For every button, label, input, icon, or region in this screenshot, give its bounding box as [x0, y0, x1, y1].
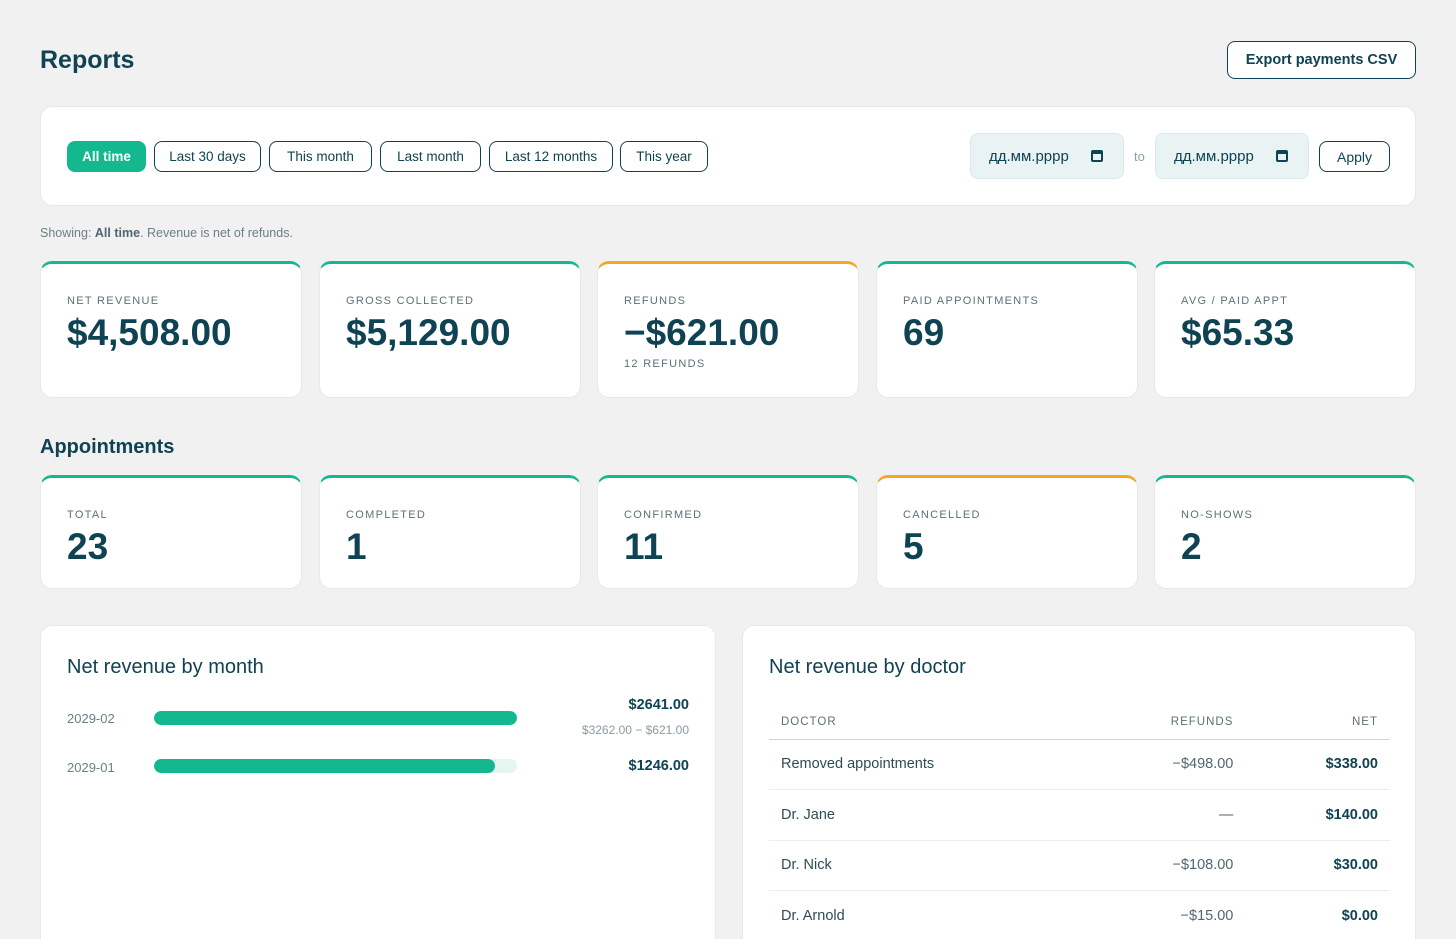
showing-note: Showing: All time. Revenue is net of ref…	[40, 226, 293, 240]
showing-suffix: . Revenue is net of refunds.	[140, 226, 293, 240]
chip-all-time[interactable]: All time	[67, 141, 146, 172]
doctor-name: Dr. Jane	[769, 789, 1082, 841]
kpi-subtext: 12 REFUNDS	[624, 358, 706, 370]
month-bar-track	[154, 759, 517, 773]
doctor-net: $140.00	[1245, 789, 1390, 841]
panel-title: Net revenue by month	[67, 656, 264, 678]
export-payments-button[interactable]: Export payments CSV	[1227, 41, 1416, 79]
kpi-value: −$621.00	[624, 312, 780, 353]
kpi-label: GROSS COLLECTED	[346, 295, 475, 307]
kpi-card-net-revenue: NET REVENUE $4,508.00	[40, 261, 302, 398]
table-row: Dr. Arnold −$15.00 $0.00	[769, 890, 1390, 939]
calendar-icon[interactable]	[1091, 150, 1103, 162]
revenue-by-month-panel: Net revenue by month 2029-02 $2641.00 $3…	[40, 625, 716, 939]
chip-this-month[interactable]: This month	[269, 141, 372, 172]
chip-last-12-months[interactable]: Last 12 months	[489, 141, 613, 172]
kpi-label: AVG / PAID APPT	[1181, 295, 1289, 307]
doctor-name: Dr. Nick	[769, 840, 1082, 891]
doctor-name: Dr. Arnold	[769, 890, 1082, 939]
appt-label: COMPLETED	[346, 509, 427, 521]
doctor-name: Removed appointments	[769, 739, 1082, 790]
page-title: Reports	[40, 46, 135, 74]
appt-card-no-shows: NO-SHOWS 2	[1154, 475, 1416, 589]
kpi-label: PAID APPOINTMENTS	[903, 295, 1040, 307]
showing-prefix: Showing:	[40, 226, 95, 240]
date-to-separator: to	[1134, 149, 1145, 164]
table-row: Removed appointments −$498.00 $338.00	[769, 739, 1390, 790]
kpi-label: NET REVENUE	[67, 295, 160, 307]
appt-value: 2	[1181, 526, 1202, 567]
doctor-table: DOCTOR REFUNDS NET Removed appointments …	[769, 706, 1390, 939]
appt-label: CONFIRMED	[624, 509, 703, 521]
kpi-value: $65.33	[1181, 312, 1295, 353]
column-header-doctor: DOCTOR	[769, 706, 1082, 740]
month-bar-fill	[154, 759, 496, 773]
kpi-value: 69	[903, 312, 945, 353]
appt-value: 1	[346, 526, 367, 567]
doctor-net: $30.00	[1245, 840, 1390, 891]
kpi-card-paid-appointments: PAID APPOINTMENTS 69	[876, 261, 1138, 398]
chip-this-year[interactable]: This year	[620, 141, 708, 172]
appt-card-cancelled: CANCELLED 5	[876, 475, 1138, 589]
panel-title: Net revenue by doctor	[769, 656, 966, 678]
calendar-icon[interactable]	[1276, 150, 1288, 162]
date-to-input[interactable]: дд.мм.рррр	[1155, 133, 1309, 179]
chip-last-month[interactable]: Last month	[380, 141, 481, 172]
month-bar-fill	[154, 711, 517, 725]
kpi-value: $4,508.00	[67, 312, 232, 353]
kpi-label: REFUNDS	[624, 295, 687, 307]
appt-label: CANCELLED	[903, 509, 981, 521]
appt-value: 23	[67, 526, 109, 567]
doctor-refunds: −$108.00	[1081, 840, 1246, 891]
appt-card-completed: COMPLETED 1	[319, 475, 581, 589]
doctor-net: $338.00	[1245, 739, 1390, 790]
month-breakdown: $3262.00 − $621.00	[581, 723, 689, 737]
chip-last-30-days[interactable]: Last 30 days	[154, 141, 261, 172]
column-header-refunds: REFUNDS	[1081, 706, 1246, 740]
date-from-placeholder: дд.мм.рррр	[989, 147, 1069, 165]
filter-bar: All time Last 30 days This month Last mo…	[40, 106, 1416, 206]
month-net-value: $1246.00	[628, 758, 689, 774]
table-row: Dr. Jane — $140.00	[769, 789, 1390, 841]
appt-card-confirmed: CONFIRMED 11	[597, 475, 859, 589]
date-from-input[interactable]: дд.мм.рррр	[970, 133, 1124, 179]
table-row: Dr. Nick −$108.00 $30.00	[769, 840, 1390, 891]
month-net-value: $2641.00	[628, 697, 689, 713]
doctor-refunds: −$498.00	[1081, 739, 1246, 790]
doctor-refunds: −$15.00	[1081, 890, 1246, 939]
doctor-refunds: —	[1081, 789, 1246, 841]
table-header-row: DOCTOR REFUNDS NET	[769, 706, 1390, 740]
column-header-net: NET	[1245, 706, 1390, 740]
appt-value: 11	[624, 526, 664, 567]
month-label: 2029-02	[67, 711, 115, 726]
apply-button[interactable]: Apply	[1319, 141, 1390, 172]
kpi-card-gross-collected: GROSS COLLECTED $5,129.00	[319, 261, 581, 398]
month-label: 2029-01	[67, 760, 115, 775]
appt-value: 5	[903, 526, 924, 567]
kpi-card-avg-paid-appt: AVG / PAID APPT $65.33	[1154, 261, 1416, 398]
appt-label: TOTAL	[67, 509, 108, 521]
appointments-section-title: Appointments	[40, 436, 175, 458]
month-bar-track	[154, 711, 517, 725]
doctor-net: $0.00	[1245, 890, 1390, 939]
appt-card-total: TOTAL 23	[40, 475, 302, 589]
appt-label: NO-SHOWS	[1181, 509, 1254, 521]
showing-range: All time	[94, 226, 141, 240]
revenue-by-doctor-panel: Net revenue by doctor DOCTOR REFUNDS NET…	[742, 625, 1416, 939]
date-to-placeholder: дд.мм.рррр	[1174, 147, 1254, 165]
kpi-card-refunds: REFUNDS −$621.00 12 REFUNDS	[597, 261, 859, 398]
kpi-value: $5,129.00	[346, 312, 511, 353]
